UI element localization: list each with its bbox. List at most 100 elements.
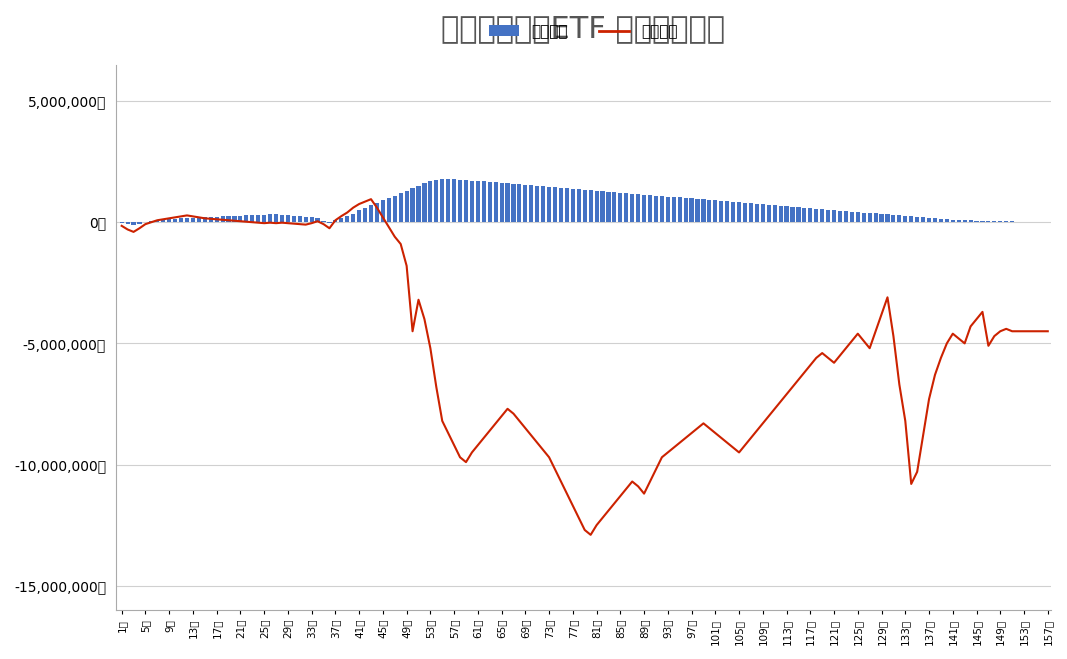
Bar	[441, 179, 444, 222]
Bar	[168, 219, 171, 222]
評価損益	[365, 195, 378, 203]
Bar	[701, 200, 705, 222]
Bar	[933, 218, 937, 222]
Bar	[185, 218, 189, 222]
評価損益	[145, 218, 158, 226]
Bar	[339, 218, 344, 222]
Bar	[631, 194, 634, 222]
Bar	[743, 203, 747, 222]
Bar	[601, 191, 605, 222]
Bar	[654, 196, 658, 222]
Bar	[346, 216, 349, 222]
Bar	[684, 198, 688, 222]
Bar	[316, 218, 320, 222]
Bar	[126, 222, 130, 224]
Bar	[274, 214, 278, 222]
Bar	[221, 216, 225, 222]
Bar	[821, 209, 825, 222]
Bar	[369, 205, 373, 222]
Bar	[1010, 221, 1015, 222]
Bar	[678, 198, 682, 222]
Bar	[986, 221, 990, 222]
Bar	[897, 215, 902, 222]
Bar	[779, 206, 783, 222]
Bar	[862, 212, 865, 222]
Bar	[915, 217, 920, 222]
Bar	[749, 203, 753, 222]
Bar	[523, 185, 527, 222]
Title: トライオートETF 週別運用実績: トライオートETF 週別運用実績	[442, 14, 726, 43]
Bar	[553, 187, 557, 222]
Bar	[262, 215, 267, 222]
Bar	[612, 192, 617, 222]
Bar	[250, 215, 254, 222]
Bar	[529, 185, 534, 222]
Bar	[298, 216, 302, 222]
Bar	[138, 222, 142, 223]
Bar	[856, 212, 860, 222]
Bar	[571, 188, 575, 222]
Bar	[867, 213, 872, 222]
Bar	[719, 201, 723, 222]
Bar	[951, 219, 955, 222]
評価損益	[585, 531, 598, 539]
Bar	[511, 184, 515, 222]
Bar	[363, 208, 367, 222]
Bar	[428, 181, 432, 222]
Bar	[879, 214, 883, 222]
評価損益	[115, 222, 128, 230]
Bar	[476, 181, 480, 222]
Bar	[903, 216, 907, 222]
Bar	[826, 210, 830, 222]
Bar	[244, 215, 249, 222]
Bar	[909, 216, 913, 222]
Bar	[707, 200, 712, 222]
Bar	[659, 196, 664, 222]
Bar	[333, 220, 337, 222]
Bar	[666, 196, 670, 222]
Bar	[381, 200, 385, 222]
Legend: 実現損益, 評価損益: 実現損益, 評価損益	[482, 18, 684, 45]
Bar	[992, 221, 997, 222]
Bar	[921, 217, 925, 222]
評価損益	[163, 214, 176, 222]
Bar	[517, 185, 522, 222]
Bar	[488, 182, 492, 222]
Bar	[423, 183, 427, 222]
Bar	[761, 204, 765, 222]
Bar	[583, 190, 587, 222]
Bar	[386, 198, 391, 222]
Bar	[754, 204, 759, 222]
Bar	[120, 222, 124, 223]
Bar	[547, 186, 552, 222]
Bar	[416, 186, 420, 222]
評価損益	[662, 449, 674, 457]
Bar	[393, 196, 397, 222]
Bar	[796, 207, 800, 222]
Bar	[981, 221, 985, 222]
Bar	[802, 208, 807, 222]
Bar	[458, 179, 462, 222]
Bar	[672, 197, 675, 222]
Bar	[291, 216, 296, 222]
Bar	[969, 221, 973, 222]
Bar	[481, 181, 485, 222]
Bar	[594, 190, 599, 222]
Bar	[321, 221, 325, 222]
Bar	[814, 209, 818, 222]
Bar	[939, 219, 943, 222]
評価損益	[1041, 328, 1054, 335]
Bar	[464, 180, 468, 222]
Bar	[791, 207, 795, 222]
Bar	[411, 188, 415, 222]
Bar	[399, 193, 402, 222]
Bar	[469, 181, 474, 222]
Bar	[1004, 221, 1008, 222]
評価損益	[875, 310, 888, 318]
Bar	[203, 217, 207, 222]
Bar	[446, 179, 450, 222]
Bar	[576, 189, 580, 222]
Bar	[891, 215, 895, 222]
Line: 評価損益: 評価損益	[122, 199, 1048, 535]
評価損益	[465, 449, 478, 457]
